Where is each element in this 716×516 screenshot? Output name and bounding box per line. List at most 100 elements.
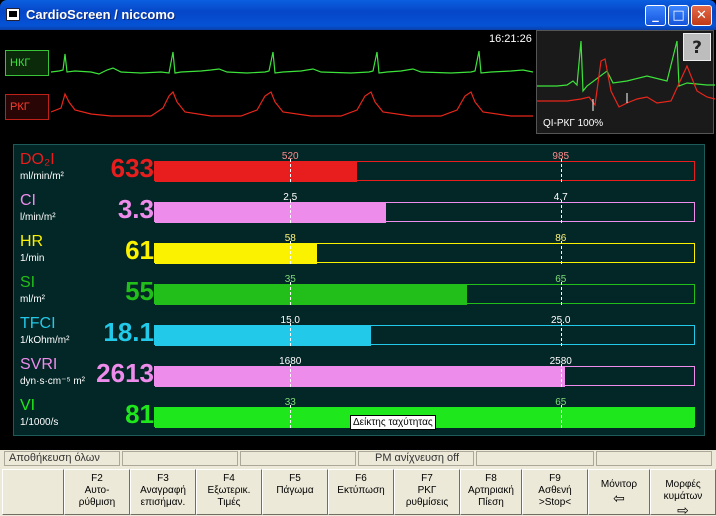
param-bar-track: 2.5 4.7 (154, 192, 695, 223)
fkey-label: Αρτηριακή Πίεση (468, 485, 514, 508)
fkey-label: Εξωτερικ. Τιμές (207, 485, 251, 508)
fkey-label: ΡΚΓ ρυθμίσεις (405, 485, 449, 508)
fkey-label: Αναγραφή επισήμαν. (140, 485, 186, 508)
fkey-f6[interactable]: F6 Εκτύπωση (328, 469, 394, 515)
fkey-code: F4 (223, 473, 235, 484)
range-low-label: 35 (284, 274, 296, 285)
fkey-f4[interactable]: F4 Εξωτερικ. Τιμές (196, 469, 262, 515)
fkey-label: Μόνιτορ (600, 479, 638, 490)
qi-trace-green (537, 40, 715, 93)
range-low-marker (290, 241, 292, 264)
param-row-doi: DO₂I ml/min/m² 633 520 985 (14, 149, 706, 189)
title-bar: CardioScreen / niccomo _ □ ✕ (0, 0, 716, 30)
fkey-label: Εκτύπωση (337, 485, 385, 496)
qi-panel: ? QI-РКГ 100% (536, 30, 715, 134)
fkey-f2[interactable]: F2 Αυτο- ρύθμιση (64, 469, 130, 515)
range-low-label: 2.5 (283, 192, 298, 203)
fkey-monitor[interactable]: Μόνιτορ ⇦ (588, 469, 650, 515)
fkey-code: F2 (91, 473, 103, 484)
param-row-ci: CI l/min/m² 3.3 2.5 4.7 (14, 190, 706, 230)
minimize-button[interactable]: _ (645, 5, 666, 26)
range-high-marker (560, 364, 562, 387)
param-bar-fill (155, 203, 386, 223)
arrow-left-icon: ⇦ (613, 490, 625, 506)
param-name: DO₂I (20, 151, 55, 168)
param-bar-fill (155, 244, 317, 264)
param-unit: ml/min/m² (20, 171, 64, 182)
lead-red-text: РКГ (10, 101, 30, 113)
range-high-label: 4.7 (553, 192, 568, 203)
range-high-label: 985 (552, 151, 570, 162)
app-icon (6, 8, 20, 21)
close-button[interactable]: ✕ (691, 5, 712, 26)
param-bar-fill (155, 162, 358, 182)
ecg-trace-green (51, 50, 533, 75)
param-row-svri: SVRI dyn·s·cm⁻⁵ m² 2613 1680 2580 (14, 354, 706, 394)
status-cell-3 (240, 451, 356, 466)
param-unit: 1/1000/s (20, 417, 59, 428)
range-low-marker (290, 282, 292, 305)
range-low-marker (290, 405, 292, 428)
fkey-label: Πάγωμα (276, 485, 314, 496)
status-pm-detect: PM ανίχνευση off (358, 451, 474, 466)
qi-waveform (537, 40, 715, 111)
param-bar-track: 58 86 (154, 233, 695, 264)
ecg-lead-label-red[interactable]: РКГ (5, 94, 49, 120)
range-high-label: 65 (555, 397, 567, 408)
param-bar-track: 35 65 (154, 274, 695, 305)
param-bar-track: 15.0 25.0 (154, 315, 695, 346)
maximize-button[interactable]: □ (668, 5, 689, 26)
range-low-label: 58 (284, 233, 296, 244)
fkey-f8[interactable]: F8 Αρτηριακή Πίεση (460, 469, 522, 515)
lead-green-text: НКГ (10, 57, 31, 69)
ecg-lead-label-green[interactable]: НКГ (5, 50, 49, 76)
status-save-all[interactable]: Αποθήκευση όλων (4, 451, 120, 466)
param-bar-fill (155, 285, 467, 305)
param-value: 3.3 (117, 194, 154, 224)
range-high-marker (560, 200, 562, 223)
param-bar-track: 520 985 (154, 151, 695, 182)
param-unit: 1/kOhm/m² (20, 335, 70, 346)
function-keys: F2 Αυτο- ρύθμιση F3 Αναγραφή επισήμαν. F4 Εξω… (0, 467, 716, 516)
fkey-code: F5 (289, 473, 301, 484)
fkey-f3[interactable]: F3 Αναγραφή επισήμαν. (130, 469, 196, 515)
status-cell-6 (596, 451, 712, 466)
fkey-f7[interactable]: F7 ΡΚΓ ρυθμίσεις (394, 469, 460, 515)
window-title: CardioScreen / niccomo (26, 7, 175, 22)
param-name: SVRI (20, 356, 58, 373)
range-high-marker (560, 159, 562, 182)
range-low-label: 520 (281, 151, 299, 162)
param-value: 633 (110, 153, 154, 183)
ecg-trace-red (51, 90, 533, 117)
fkey-code: F3 (157, 473, 169, 484)
fkey-label: Ασθενή >Stop< (538, 485, 572, 508)
parameters-panel: DO₂I ml/min/m² 633 520 985 CI l/min/m² 3.3 2.5 4.… (13, 144, 705, 436)
param-unit: l/min/m² (20, 212, 56, 223)
param-bar-fill (155, 326, 372, 346)
param-value: 81 (125, 399, 154, 429)
range-high-marker (560, 405, 562, 428)
fkey-f9[interactable]: F9 Ασθενή >Stop< (522, 469, 588, 515)
fkey-waveforms[interactable]: Μορφές κυμάτων ⇨ (650, 469, 716, 516)
arrow-right-icon: ⇨ (677, 502, 689, 516)
range-low-marker (290, 323, 292, 346)
param-row-tfci: TFCI 1/kOhm/m² 18.1 15.0 25.0 (14, 313, 706, 353)
fkey-code: F8 (485, 473, 497, 484)
help-button[interactable]: ? (683, 33, 711, 61)
range-high-label: 65 (555, 274, 567, 285)
status-cell-2 (122, 451, 238, 466)
fkey-f5[interactable]: F5 Πάγωμα (262, 469, 328, 515)
fkey-code: F6 (355, 473, 367, 484)
range-low-marker (290, 159, 292, 182)
fkey-blank[interactable] (2, 469, 64, 515)
param-value: 61 (125, 235, 154, 265)
status-cell-5 (476, 451, 594, 466)
range-high-marker (560, 282, 562, 305)
range-high-label: 86 (555, 233, 567, 244)
range-high-label: 25.0 (551, 315, 571, 326)
range-low-marker (290, 200, 292, 223)
param-name: VI (20, 397, 36, 414)
range-low-label: 1680 (279, 356, 302, 367)
clock: 16:21:26 (489, 33, 532, 45)
fkey-code: F7 (421, 473, 433, 484)
